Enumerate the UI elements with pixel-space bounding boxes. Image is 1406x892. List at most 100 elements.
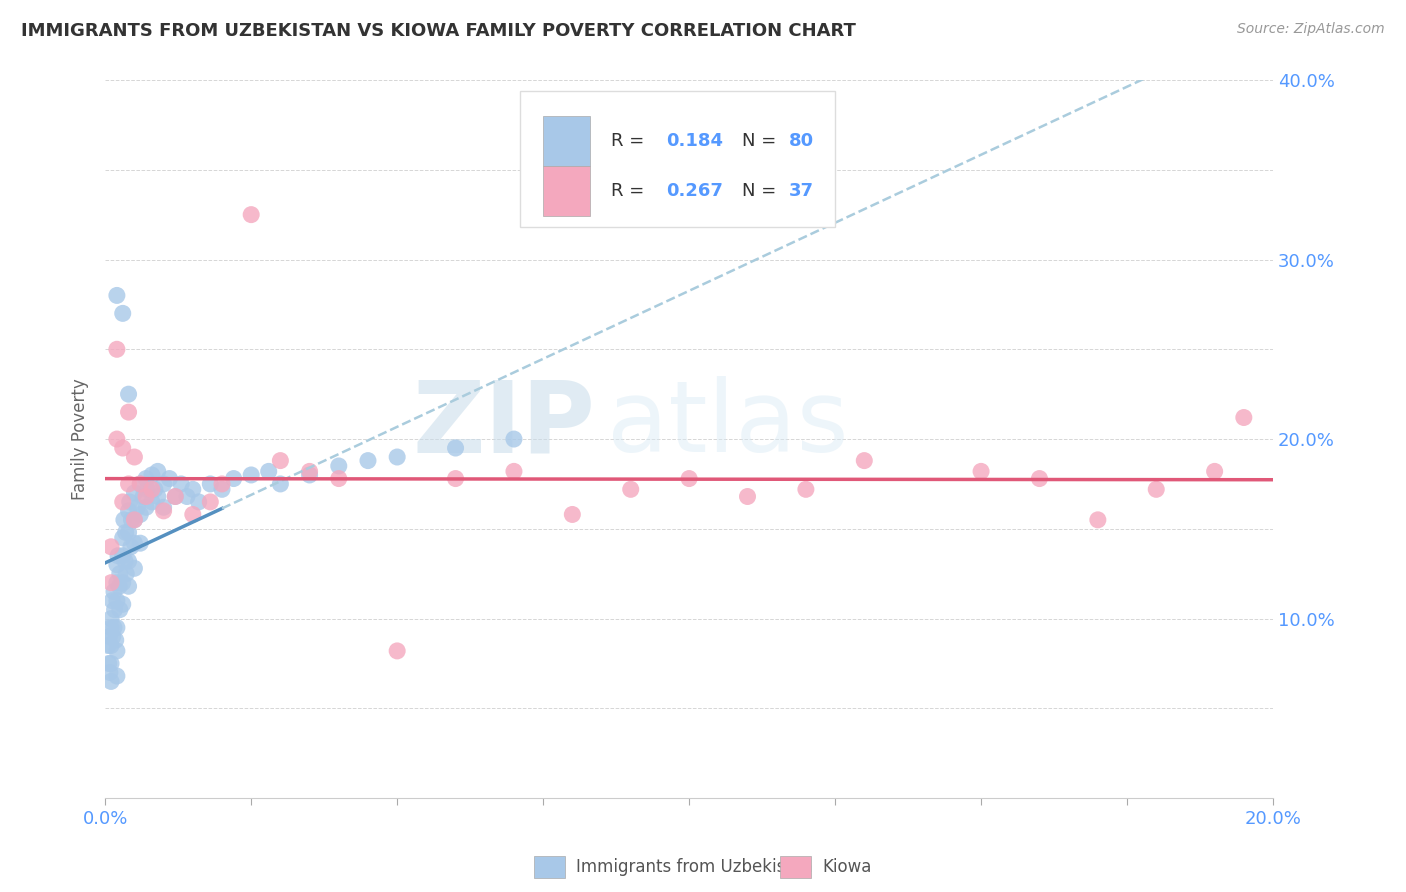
Point (114, 554, 136, 568)
Point (105, 343, 128, 357)
Point (111, 441, 134, 455)
Point (444, 441, 467, 455)
Point (240, 208, 263, 222)
Point (124, 513, 146, 527)
Point (105, 669, 128, 683)
Text: IMMIGRANTS FROM UZBEKISTAN VS KIOWA FAMILY POVERTY CORRELATION CHART: IMMIGRANTS FROM UZBEKISTAN VS KIOWA FAMI… (21, 22, 856, 40)
Point (620, 483, 643, 497)
Point (111, 531, 134, 545)
Point (100, 674, 122, 689)
Point (152, 500, 174, 515)
Point (200, 477, 222, 491)
Point (127, 500, 149, 515)
Point (98, 665, 121, 680)
Point (107, 549, 129, 563)
Point (1204, 464, 1226, 478)
Point (105, 432, 128, 446)
Point (117, 504, 139, 518)
Point (124, 536, 146, 550)
Point (141, 483, 163, 497)
Text: Source: ZipAtlas.com: Source: ZipAtlas.com (1237, 22, 1385, 37)
Point (108, 602, 131, 616)
Point (100, 540, 122, 554)
Point (257, 464, 280, 478)
Point (181, 508, 204, 522)
Point (141, 467, 163, 482)
Text: R =: R = (610, 132, 650, 150)
Point (970, 464, 993, 478)
Point (105, 621, 128, 635)
Point (328, 471, 350, 485)
Point (103, 621, 125, 635)
Point (794, 483, 817, 497)
Point (105, 575, 128, 590)
Text: R =: R = (610, 182, 650, 201)
Text: ZIP: ZIP (413, 376, 596, 473)
Point (141, 495, 163, 509)
FancyBboxPatch shape (520, 91, 835, 227)
Point (124, 450, 146, 464)
Point (1144, 483, 1167, 497)
Point (100, 611, 122, 625)
Point (136, 483, 159, 497)
Point (298, 467, 321, 482)
Point (444, 471, 467, 485)
Text: Immigrants from Uzbekistan: Immigrants from Uzbekistan (576, 858, 813, 876)
Point (298, 464, 321, 478)
Point (152, 504, 174, 518)
Point (117, 387, 139, 401)
Point (124, 486, 146, 500)
Point (152, 477, 174, 491)
Point (1028, 471, 1050, 485)
Point (124, 513, 146, 527)
Point (112, 513, 135, 527)
Point (503, 464, 526, 478)
Point (1087, 513, 1109, 527)
Point (118, 495, 141, 509)
Point (200, 495, 222, 509)
Point (100, 657, 122, 671)
Point (105, 558, 128, 572)
Point (108, 579, 131, 593)
Point (97, 657, 120, 671)
Point (165, 490, 187, 504)
Point (737, 490, 759, 504)
Point (187, 495, 209, 509)
Point (146, 464, 169, 478)
Point (678, 471, 700, 485)
Point (114, 525, 136, 540)
Point (111, 306, 134, 320)
Point (170, 477, 193, 491)
Point (1233, 410, 1256, 425)
Point (211, 477, 233, 491)
Point (105, 288, 128, 302)
Text: 37: 37 (789, 182, 814, 201)
Point (98, 630, 121, 644)
Point (115, 566, 138, 581)
Point (101, 630, 124, 644)
Point (135, 490, 157, 504)
Point (121, 513, 143, 527)
Point (129, 477, 152, 491)
Point (111, 597, 134, 611)
Point (117, 477, 139, 491)
Text: 80: 80 (789, 132, 814, 150)
Point (269, 453, 291, 467)
Point (561, 508, 583, 522)
Point (129, 536, 152, 550)
Text: N =: N = (742, 132, 782, 150)
Point (97, 639, 120, 653)
Point (143, 483, 166, 497)
Point (117, 579, 139, 593)
Point (117, 554, 139, 568)
Point (105, 593, 128, 607)
Point (240, 467, 263, 482)
Point (269, 477, 291, 491)
Point (117, 525, 139, 540)
Point (385, 450, 408, 464)
Point (111, 549, 134, 563)
Text: 0.267: 0.267 (666, 182, 723, 201)
Point (159, 471, 181, 485)
Point (117, 405, 139, 419)
Point (101, 593, 124, 607)
